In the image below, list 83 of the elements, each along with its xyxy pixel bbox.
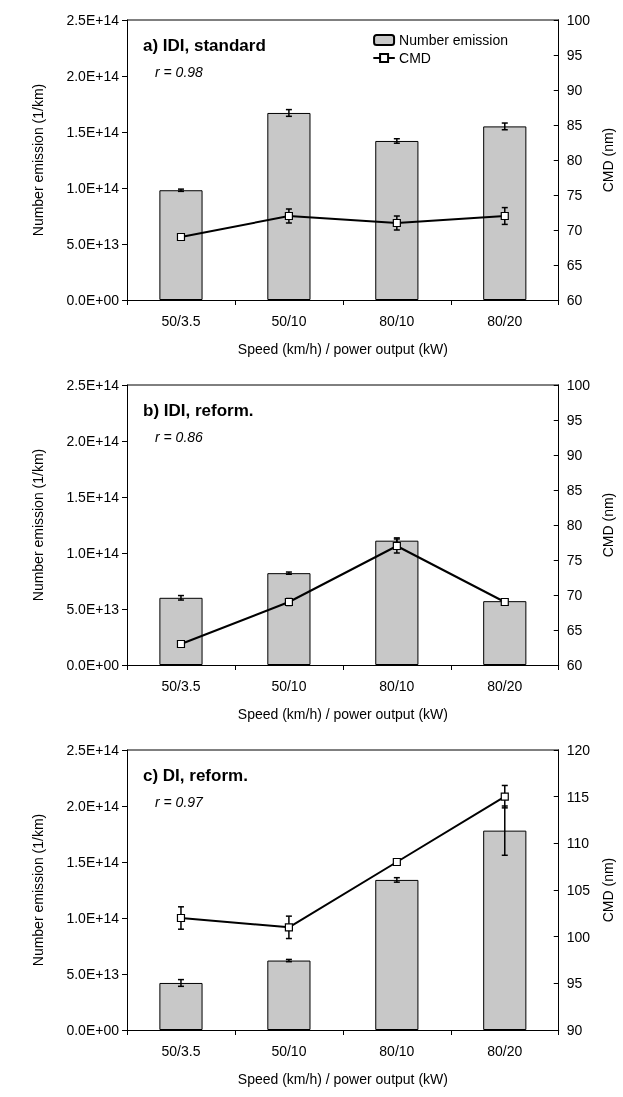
x-tick-label: 50/10 <box>271 1043 307 1059</box>
x-tick-label: 80/10 <box>379 678 415 694</box>
y2-tick-label: 100 <box>566 12 591 28</box>
x-tick-label: 80/10 <box>379 313 415 329</box>
y-tick-label: 2.5E+14 <box>66 377 120 393</box>
y-tick-label: 5.0E+13 <box>66 601 120 617</box>
y-tick-label: 1.5E+14 <box>66 124 120 140</box>
y2-tick-label: 90 <box>566 447 583 463</box>
y-axis-title: Number emission (1/km) <box>30 813 46 967</box>
x-axis-title: Speed (km/h) / power output (kW) <box>237 706 448 722</box>
point <box>392 218 401 228</box>
legend-label: CMD <box>399 50 431 66</box>
y2-tick-label: 60 <box>566 657 583 673</box>
y2-tick-label: 90 <box>566 1022 583 1038</box>
x-tick-label: 80/20 <box>487 313 523 329</box>
y-tick-label: 2.0E+14 <box>66 68 120 84</box>
point <box>284 211 293 221</box>
x-tick-label: 50/3.5 <box>161 1043 201 1059</box>
y2-tick-label: 65 <box>566 257 583 273</box>
point <box>284 923 293 932</box>
y2-axis-title: CMD (nm) <box>600 127 616 193</box>
y2-tick-label: 90 <box>566 82 583 98</box>
y2-tick-label: 75 <box>566 187 583 203</box>
y-tick-label: 1.0E+14 <box>66 545 120 561</box>
point <box>392 857 401 867</box>
y-tick-label: 5.0E+13 <box>66 236 120 252</box>
y2-tick-label: 60 <box>566 292 583 308</box>
point <box>176 232 186 242</box>
y2-tick-label: 85 <box>566 117 583 133</box>
annotation: r = 0.98 <box>155 64 204 80</box>
y2-axis-title: CMD (nm) <box>600 857 616 923</box>
y2-tick-label: 70 <box>566 587 583 603</box>
x-tick-label: 50/10 <box>271 313 307 329</box>
x-axis-title: Speed (km/h) / power output (kW) <box>237 341 448 357</box>
point <box>500 211 509 221</box>
y2-tick-label: 70 <box>566 222 583 238</box>
y-tick-label: 2.0E+14 <box>66 798 120 814</box>
y2-tick-label: 85 <box>566 482 583 498</box>
y-axis-title: Number emission (1/km) <box>30 448 46 602</box>
y2-tick-label: 95 <box>566 975 583 992</box>
y2-tick-label: 100 <box>566 928 591 945</box>
y2-tick-label: 100 <box>566 377 591 393</box>
y-axis-title: Number emission (1/km) <box>30 83 46 237</box>
x-tick-label: 50/3.5 <box>161 678 201 694</box>
annotation: r = 0.86 <box>155 429 204 445</box>
point <box>500 792 509 801</box>
annotation: r = 0.97 <box>155 794 205 810</box>
y-tick-label: 2.5E+14 <box>66 12 120 28</box>
y-tick-label: 2.0E+14 <box>66 433 120 449</box>
y2-tick-label: 65 <box>566 622 583 638</box>
y2-tick-label: 110 <box>566 835 590 852</box>
y2-tick-label: 120 <box>566 742 591 758</box>
y-tick-label: 2.5E+14 <box>66 742 120 758</box>
point <box>392 541 401 551</box>
point <box>176 913 186 923</box>
y2-tick-label: 95 <box>566 412 583 428</box>
y-tick-label: 1.5E+14 <box>66 854 120 870</box>
text: b) IDI, reform. <box>143 401 254 420</box>
x-tick-label: 80/20 <box>487 678 523 694</box>
legend-label: Number emission <box>399 32 509 48</box>
x-tick-label: 50/3.5 <box>161 313 201 329</box>
y2-axis-title: CMD (nm) <box>600 492 616 558</box>
y2-tick-label: 95 <box>566 47 583 63</box>
x-tick-label: 50/10 <box>271 678 307 694</box>
y-tick-label: 0.0E+00 <box>66 657 120 673</box>
y2-tick-label: 80 <box>566 152 583 168</box>
x-axis-title: Speed (km/h) / power output (kW) <box>237 1071 448 1087</box>
point <box>176 639 186 649</box>
y2-tick-label: 80 <box>566 517 583 533</box>
y2-tick-label: 105 <box>566 882 591 898</box>
y2-tick-label: 75 <box>566 552 583 568</box>
y-tick-label: 1.5E+14 <box>66 489 120 505</box>
point <box>500 597 509 607</box>
x-tick-label: 80/10 <box>379 1043 415 1059</box>
text: a) IDI, standard <box>143 36 266 55</box>
text: c) DI, reform. <box>143 766 248 785</box>
y-tick-label: 0.0E+00 <box>66 292 120 308</box>
y-tick-label: 0.0E+00 <box>66 1022 120 1038</box>
y2-tick-label: 115 <box>566 788 590 805</box>
y-tick-label: 5.0E+13 <box>66 966 120 982</box>
x-tick-label: 80/20 <box>487 1043 523 1059</box>
y-tick-label: 1.0E+14 <box>66 180 120 196</box>
y-tick-label: 1.0E+14 <box>66 910 120 926</box>
